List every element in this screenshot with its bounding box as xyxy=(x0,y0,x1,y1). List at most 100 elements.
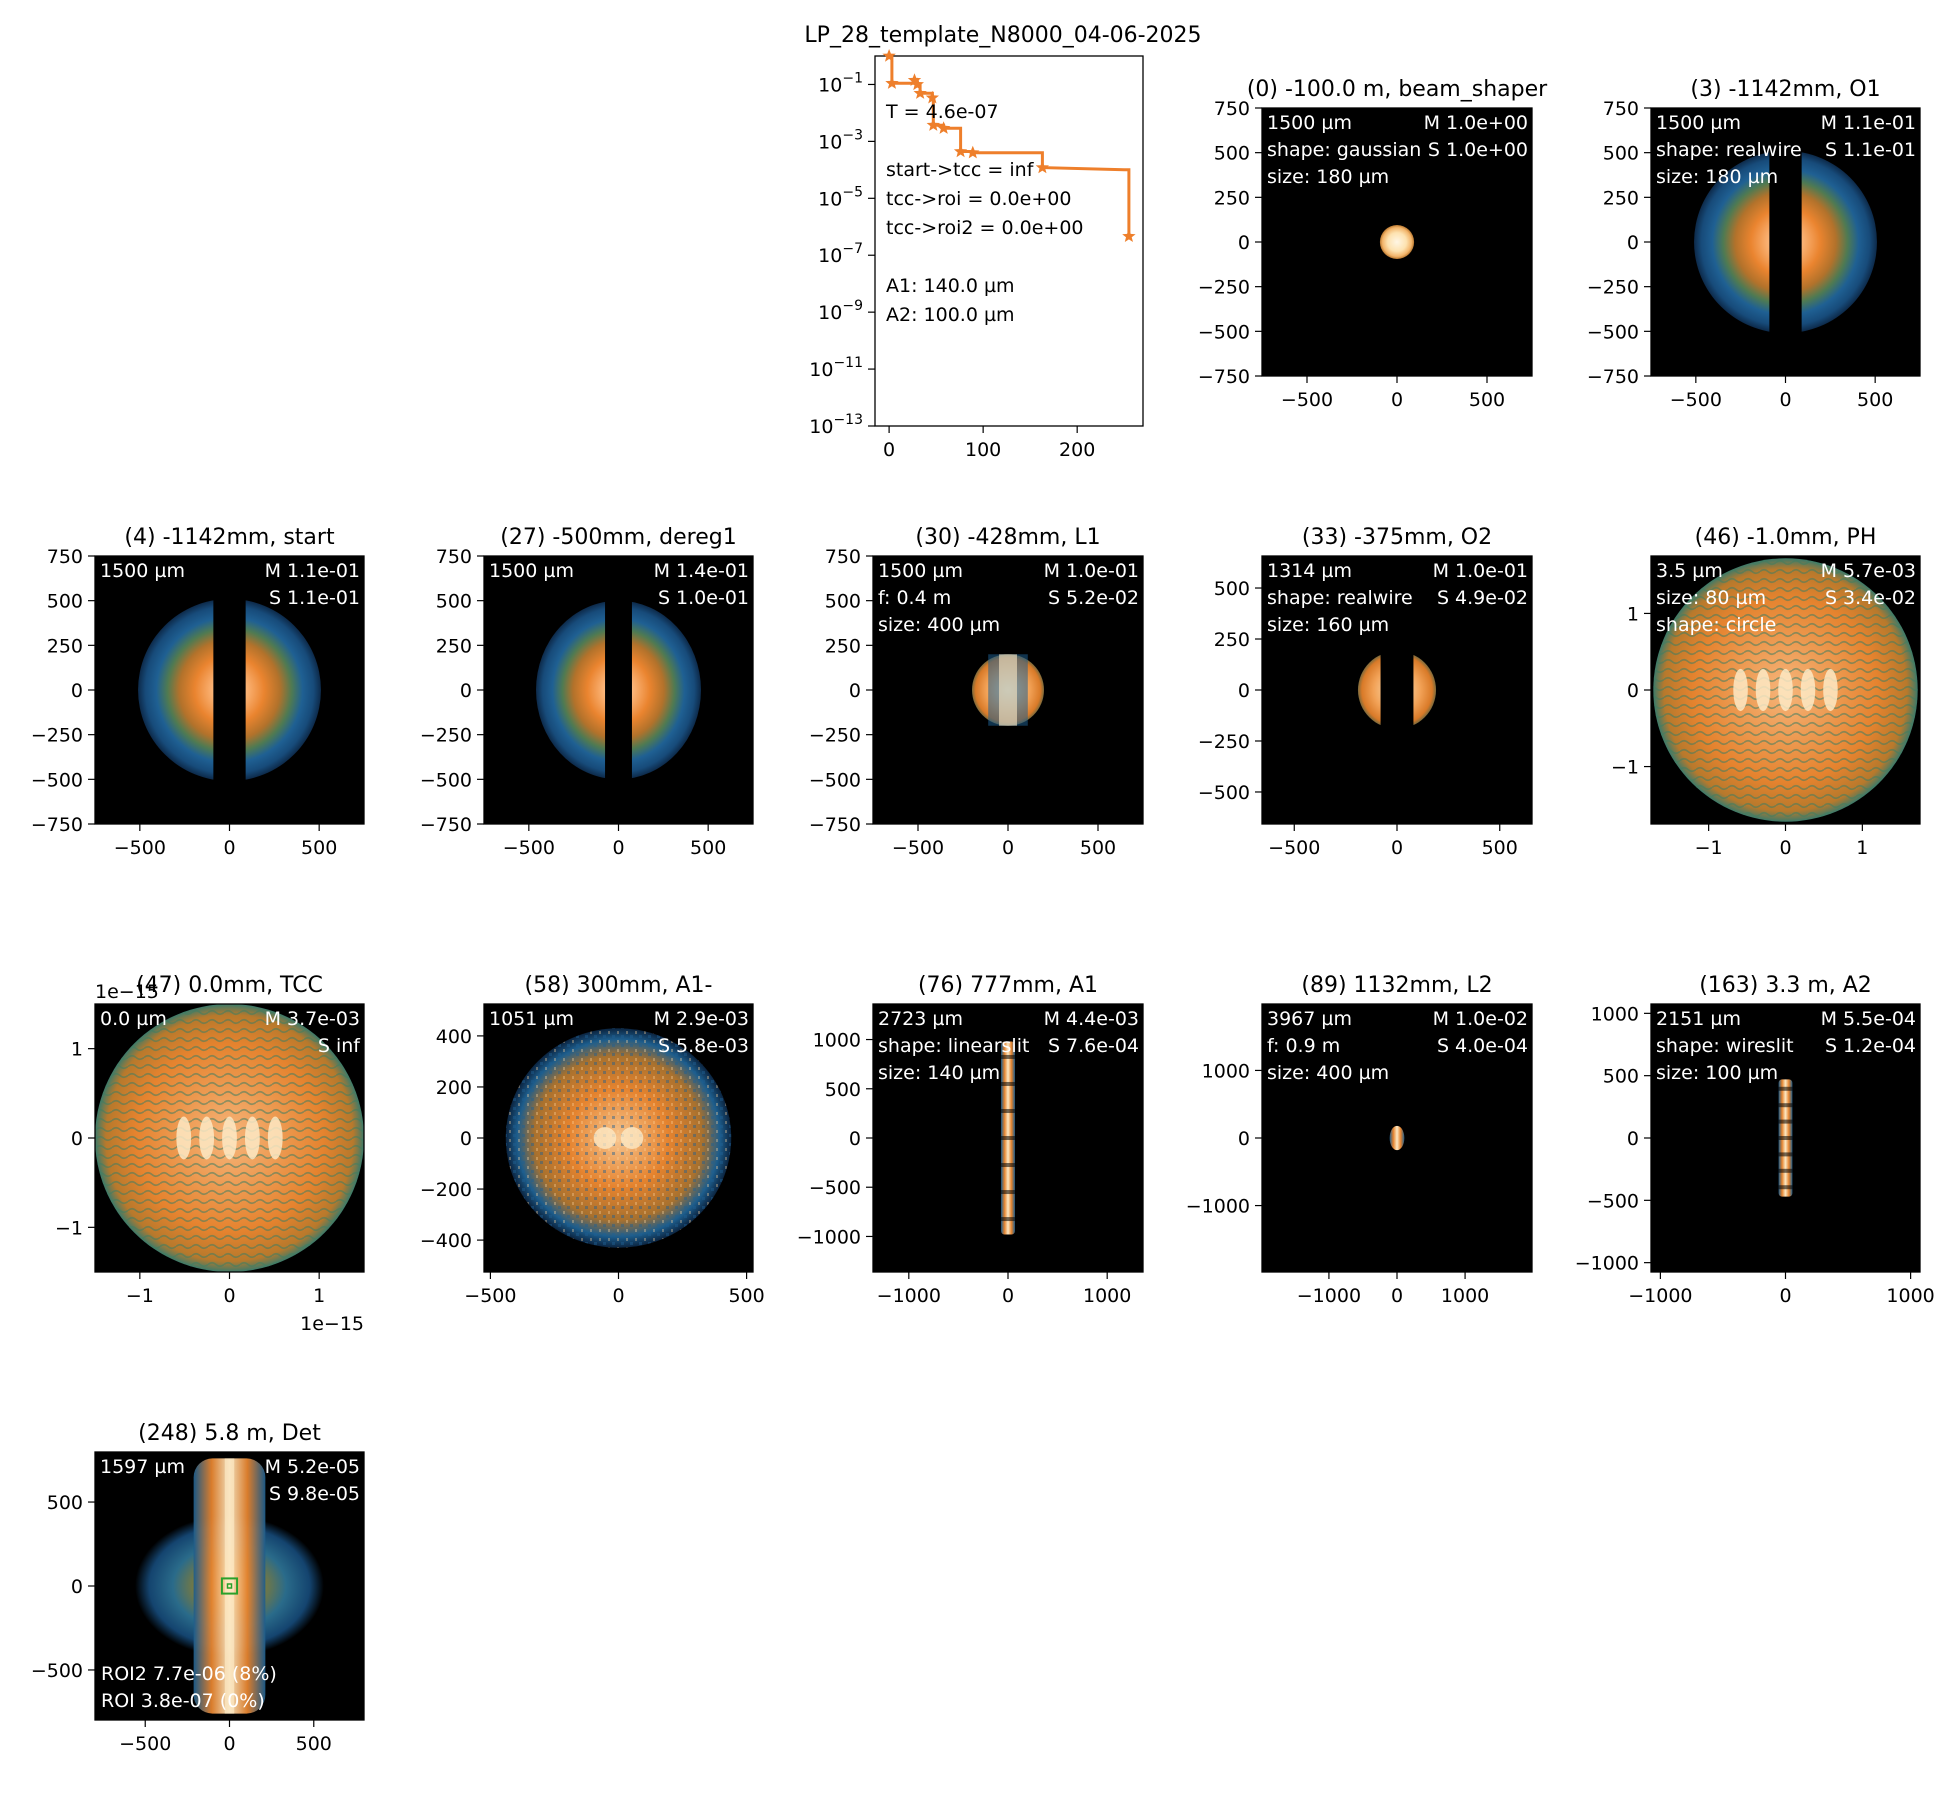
y-tick-base: 10 xyxy=(809,416,833,438)
overlay-right-text: S 9.8e-05 xyxy=(269,1483,360,1505)
bright-lobe xyxy=(267,1116,283,1160)
y-tick-label: 750 xyxy=(1214,98,1250,120)
x-tick-label: 0 xyxy=(223,837,235,859)
x-tick-label: 200 xyxy=(1059,439,1095,461)
overlay-right-text: M 1.4e-01 xyxy=(654,560,749,582)
overlay-left-text: 1500 µm xyxy=(489,560,574,582)
y-tick-label: 0 xyxy=(849,1128,861,1150)
panel-p4: (4) -1142mm, start −500 0 500 750 500 250 0 −250… xyxy=(31,525,365,859)
y-tick-label: −250 xyxy=(420,725,472,747)
y-tick-label: 1000 xyxy=(1202,1060,1250,1082)
y-tick-label: 500 xyxy=(47,591,83,613)
bright-lobe xyxy=(1823,668,1838,712)
panel-title: (0) -100.0 m, beam_shaper xyxy=(1247,77,1548,102)
plot-frame xyxy=(874,55,1144,427)
overlay-right-text: M 4.4e-03 xyxy=(1044,1008,1139,1030)
x-tick-label: 0 xyxy=(612,1285,624,1307)
y-tick-label: −750 xyxy=(420,814,472,836)
overlay-left-text: 1051 µm xyxy=(489,1008,574,1030)
overlay-right-text: M 1.0e-01 xyxy=(1433,560,1528,582)
overlay-right-text: M 2.9e-03 xyxy=(654,1008,749,1030)
overlay-left-text: shape: realwire xyxy=(1267,587,1413,609)
x-tick-label: −1 xyxy=(126,1285,154,1307)
y-tick-base: 10 xyxy=(818,302,842,324)
y-tick-exponent: −3 xyxy=(842,127,863,143)
overlay-left-text: shape: realwire xyxy=(1656,139,1802,161)
x-tick-label: −500 xyxy=(464,1285,516,1307)
y-tick-label: 750 xyxy=(1603,98,1639,120)
stripe-gap xyxy=(1778,1185,1793,1190)
y-tick-label: 0 xyxy=(71,1128,83,1150)
y-tick-label: −250 xyxy=(1587,277,1639,299)
y-tick-label: 1 xyxy=(1627,603,1639,625)
overlay-left-text: 3967 µm xyxy=(1267,1008,1352,1030)
overlay-bottom-text: ROI 3.8e-07 (0%) xyxy=(101,1690,265,1712)
panel-p33: (33) -375mm, O2 −500 0 500 500 250 0 −250 −500 13… xyxy=(1198,525,1533,859)
bright-lobe xyxy=(1800,668,1816,712)
x-tick-label: −1000 xyxy=(877,1285,941,1307)
x-tick-label: −500 xyxy=(503,837,555,859)
overlay-left-text: 2723 µm xyxy=(878,1008,963,1030)
beam-image xyxy=(505,1028,732,1248)
panel-title: (248) 5.8 m, Det xyxy=(138,1421,321,1446)
beam-image xyxy=(1778,1079,1793,1197)
panel-p58: (58) 300mm, A1- −500 0 500 400 200 0 −200 −400 10… xyxy=(420,973,765,1307)
overlay-left-text: shape: linearslit xyxy=(878,1035,1029,1057)
y-tick-label: −500 xyxy=(1198,782,1250,804)
y-tick-label: 500 xyxy=(825,591,861,613)
beam-image xyxy=(536,556,701,824)
y-offset-label: 1e−15 xyxy=(95,981,159,1003)
y-tick-label: 0 xyxy=(849,680,861,702)
overlay-left-text: 2151 µm xyxy=(1656,1008,1741,1030)
overlay-right-text: M 1.0e-02 xyxy=(1433,1008,1528,1030)
overlay-left-text: 1500 µm xyxy=(1656,112,1741,134)
panel-p76: (76) 777mm, A1 −1000 0 1000 1000 500 0 −500 −100… xyxy=(797,973,1144,1307)
y-tick-label: 10−13 xyxy=(809,412,863,438)
bright-lobe xyxy=(176,1116,192,1160)
overlay-right-text: S 1.2e-04 xyxy=(1825,1035,1916,1057)
x-tick-label: −500 xyxy=(119,1733,171,1755)
y-tick-exponent: −7 xyxy=(842,241,863,257)
y-tick-label: −250 xyxy=(809,725,861,747)
x-tick-label: 1000 xyxy=(1886,1285,1934,1307)
y-tick-label: 500 xyxy=(1603,143,1639,165)
y-tick-exponent: −1 xyxy=(842,70,863,86)
speckle-texture xyxy=(505,1028,732,1248)
overlay-right-text: M 1.1e-01 xyxy=(1821,112,1916,134)
y-tick-label: 1 xyxy=(71,1039,83,1061)
overlay-left-text: 0.0 µm xyxy=(100,1008,167,1030)
panel-title: (30) -428mm, L1 xyxy=(915,525,1100,550)
overlay-left-text: size: 140 µm xyxy=(878,1062,1000,1084)
annotation-line: A2: 100.0 µm xyxy=(886,304,1015,326)
x-tick-label: 500 xyxy=(296,1733,332,1755)
overlay-left-text: size: 180 µm xyxy=(1656,166,1778,188)
beam-image xyxy=(1653,558,1918,822)
x-tick-label: 500 xyxy=(1469,389,1505,411)
x-tick-label: 0 xyxy=(612,837,624,859)
x-tick-label: 0 xyxy=(1391,1285,1403,1307)
y-tick-label: 10−1 xyxy=(818,70,863,96)
y-tick-label: 200 xyxy=(436,1077,472,1099)
wire-shadow xyxy=(1769,108,1802,376)
overlay-right-text: S 5.2e-02 xyxy=(1048,587,1139,609)
y-tick-label: 250 xyxy=(47,635,83,657)
overlay-right-text: M 5.5e-04 xyxy=(1821,1008,1916,1030)
annotation-line: start->tcc = inf xyxy=(886,159,1035,181)
overlay-right-text: S inf xyxy=(318,1035,361,1057)
y-tick-label: −750 xyxy=(31,814,83,836)
y-tick-label: 500 xyxy=(1214,578,1250,600)
y-tick-label: 0 xyxy=(1238,232,1250,254)
x-tick-label: 0 xyxy=(1391,389,1403,411)
x-tick-label: 500 xyxy=(1080,837,1116,859)
stripe-gap xyxy=(1001,1136,1015,1140)
y-tick-label: 1000 xyxy=(1591,1003,1639,1025)
transmission-marker xyxy=(910,77,924,91)
y-tick-label: −500 xyxy=(1587,1190,1639,1212)
y-tick-label: 0 xyxy=(1627,680,1639,702)
y-tick-label: −250 xyxy=(31,725,83,747)
panel-title: (76) 777mm, A1 xyxy=(918,973,1098,998)
wire-shadow xyxy=(605,556,632,824)
overlay-left-text: f: 0.4 m xyxy=(878,587,951,609)
